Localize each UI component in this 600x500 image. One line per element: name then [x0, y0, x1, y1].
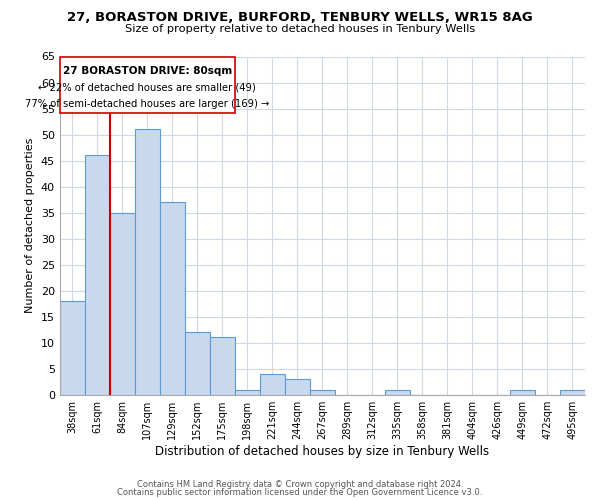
Text: Contains public sector information licensed under the Open Government Licence v3: Contains public sector information licen…	[118, 488, 482, 497]
X-axis label: Distribution of detached houses by size in Tenbury Wells: Distribution of detached houses by size …	[155, 444, 490, 458]
Text: Size of property relative to detached houses in Tenbury Wells: Size of property relative to detached ho…	[125, 24, 475, 34]
Bar	[110, 212, 135, 394]
Text: ← 22% of detached houses are smaller (49): ← 22% of detached houses are smaller (49…	[38, 82, 256, 92]
Bar	[85, 156, 110, 394]
Bar	[59, 301, 85, 394]
Bar	[260, 374, 285, 394]
Bar	[135, 130, 160, 394]
Bar	[385, 390, 410, 394]
Text: 27 BORASTON DRIVE: 80sqm: 27 BORASTON DRIVE: 80sqm	[62, 66, 232, 76]
FancyBboxPatch shape	[59, 56, 235, 112]
Y-axis label: Number of detached properties: Number of detached properties	[25, 138, 35, 314]
Bar	[160, 202, 185, 394]
Bar	[510, 390, 535, 394]
Bar	[285, 379, 310, 394]
Text: 27, BORASTON DRIVE, BURFORD, TENBURY WELLS, WR15 8AG: 27, BORASTON DRIVE, BURFORD, TENBURY WEL…	[67, 11, 533, 24]
Text: Contains HM Land Registry data © Crown copyright and database right 2024.: Contains HM Land Registry data © Crown c…	[137, 480, 463, 489]
Bar	[235, 390, 260, 394]
Bar	[560, 390, 585, 394]
Bar	[185, 332, 210, 394]
Text: 77% of semi-detached houses are larger (169) →: 77% of semi-detached houses are larger (…	[25, 100, 269, 110]
Bar	[310, 390, 335, 394]
Bar	[210, 338, 235, 394]
